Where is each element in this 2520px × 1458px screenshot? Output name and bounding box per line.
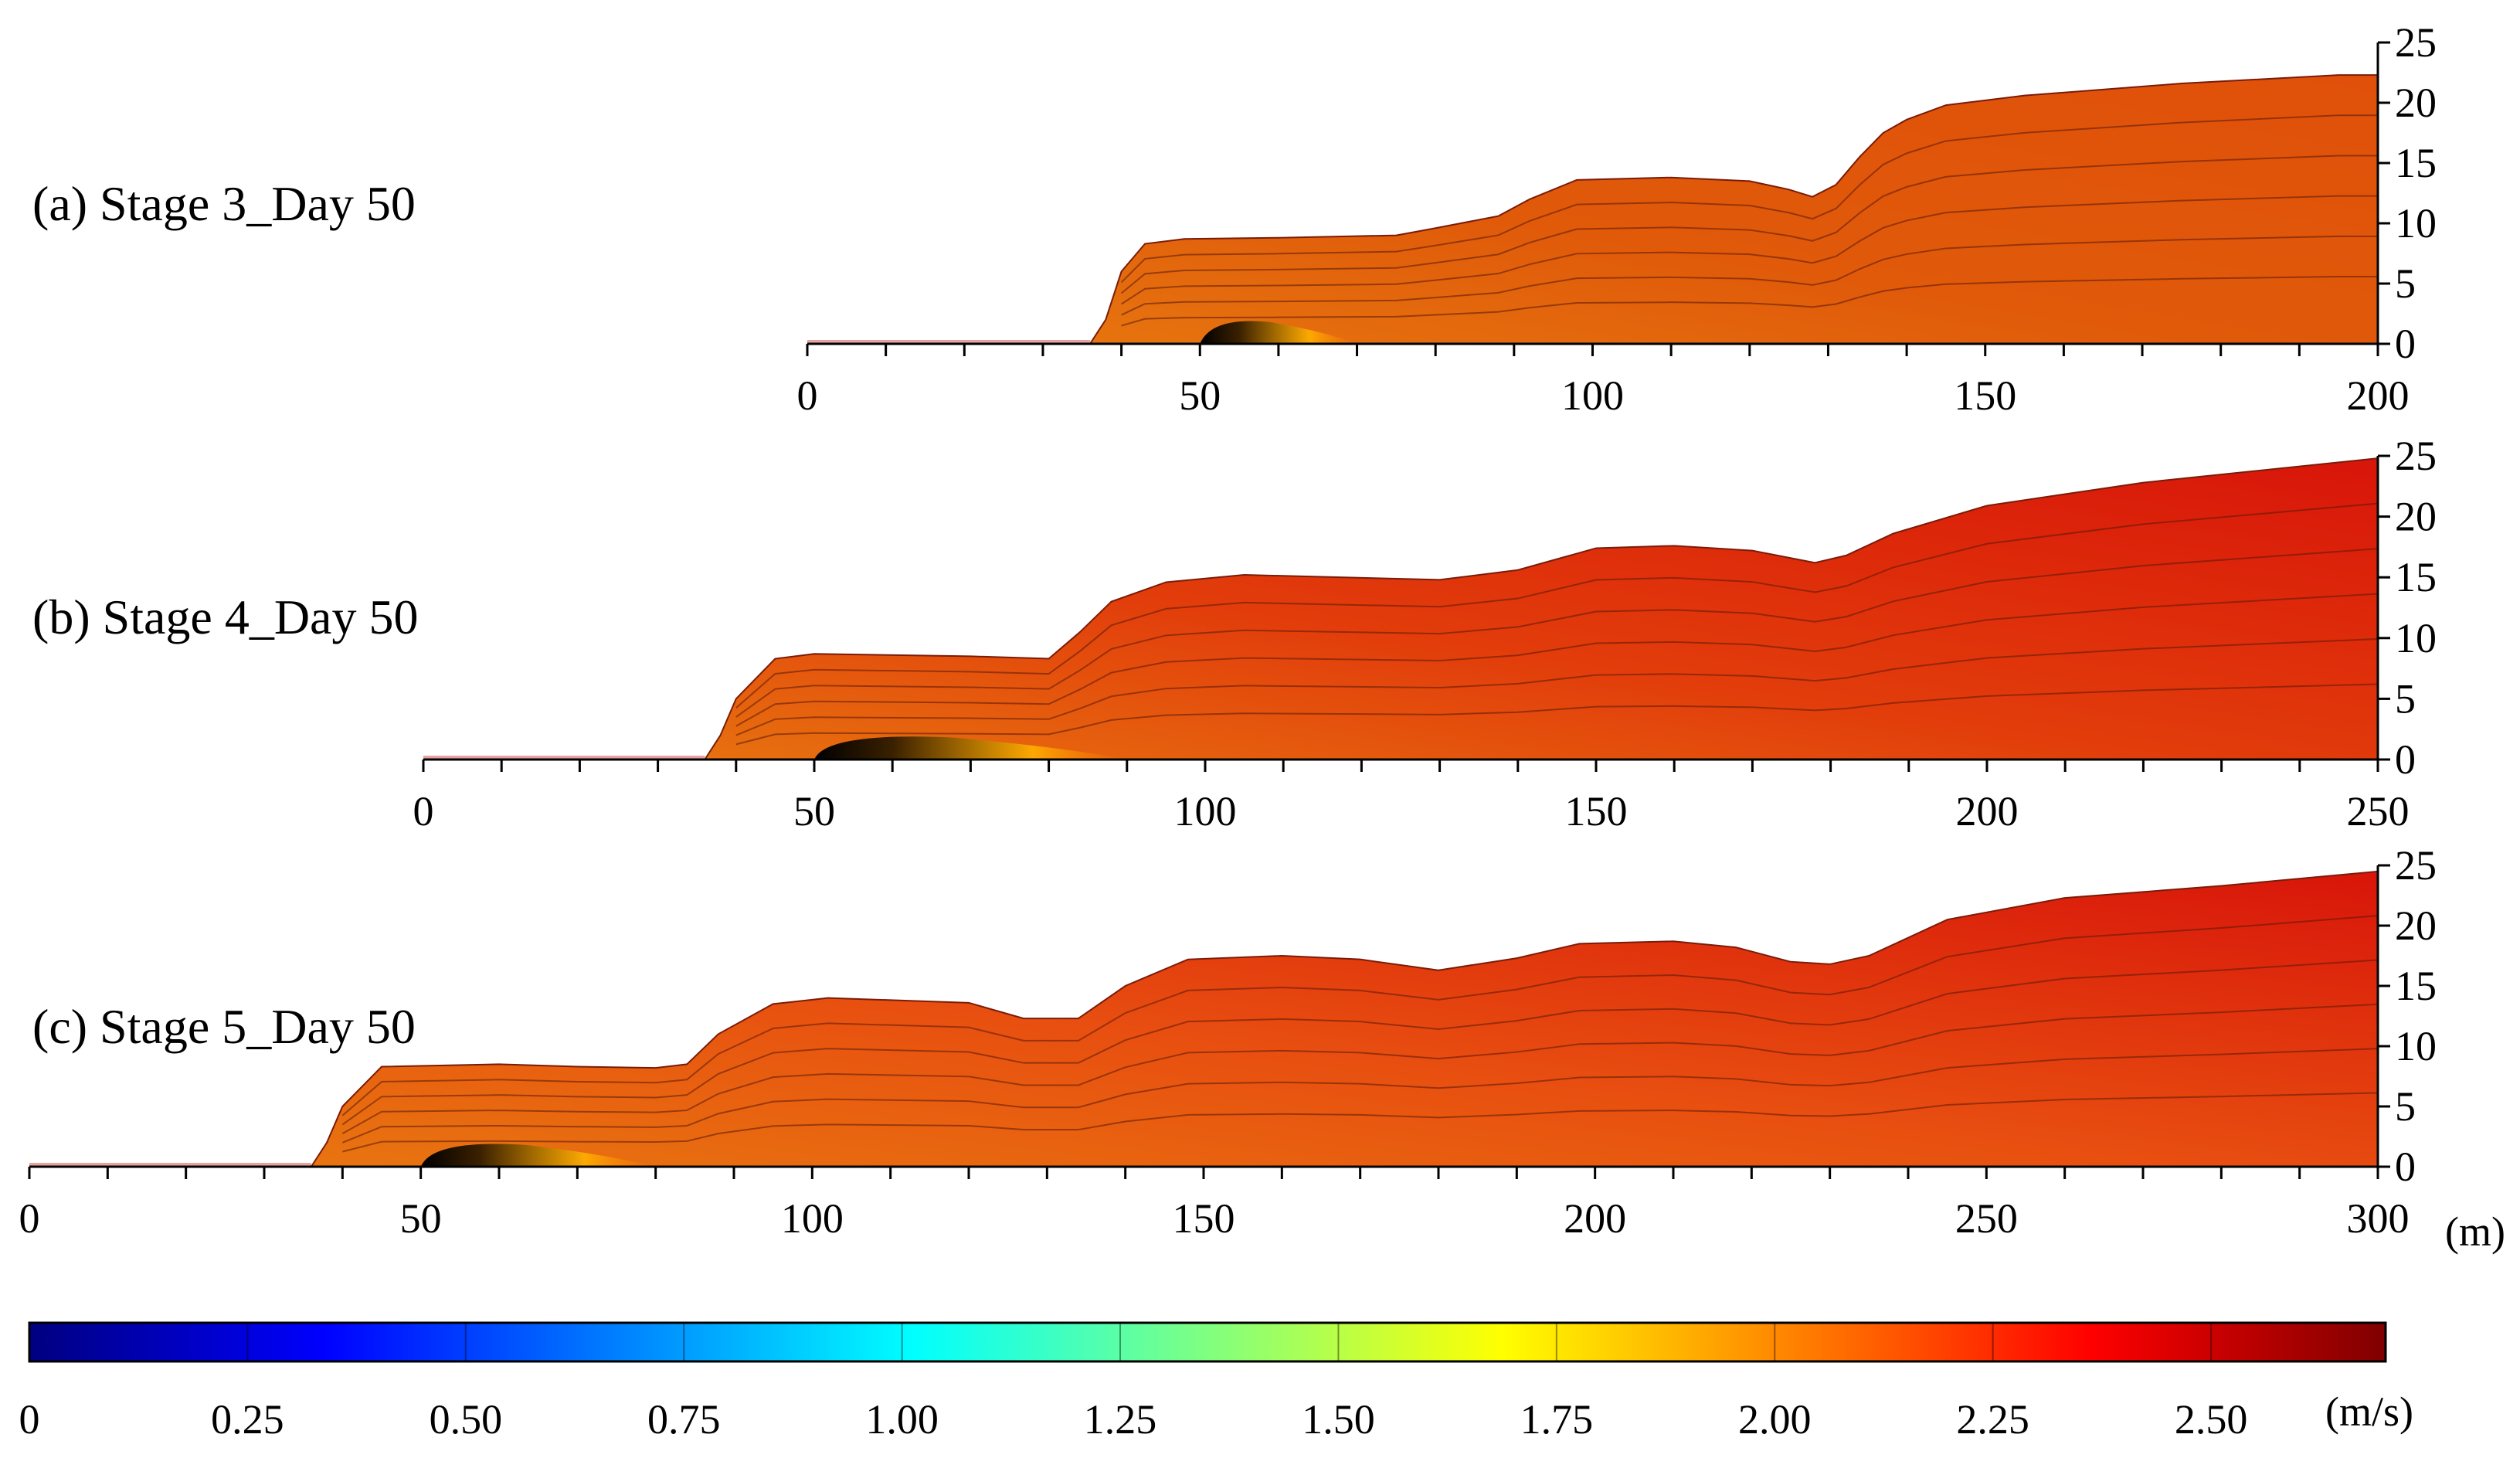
panel-c-contour-area [29, 870, 2379, 1167]
panel-a-slope-body [807, 74, 2379, 345]
y-tick-label: 20 [2395, 80, 2437, 126]
x-tick-label: 100 [1174, 788, 1237, 834]
panel-c-contour-line [341, 959, 2379, 1126]
colorbar-tick-label: 2.25 [1956, 1396, 2029, 1443]
panel-c-contour-line [341, 915, 2379, 1116]
x-tick-label: 0 [413, 788, 434, 834]
x-tick-label: 250 [1955, 1195, 2018, 1242]
colorbar: 0 0.25 0.50 0.75 1.00 1.25 1.50 1.75 2.00 2.25 2.5… [19, 1321, 2413, 1443]
y-tick-label: 5 [2395, 1083, 2416, 1130]
panel-a-y-axis: 0 5 10 15 20 25 [2376, 19, 2437, 367]
panel-a-contour-line [1121, 235, 2378, 316]
panel-b-contour-line [735, 593, 2379, 727]
x-tick-label: 100 [781, 1195, 844, 1242]
panel-a-contour-line [1120, 114, 2378, 284]
x-tick-label: 50 [793, 788, 835, 834]
panel-b-contour-line [735, 638, 2379, 736]
panel-a-contour-line [1120, 155, 2378, 294]
y-tick-label: 25 [2395, 433, 2437, 479]
y-tick-label: 10 [2395, 1023, 2437, 1069]
panel-c: (c) Stage 5_Day 50 0 50 100 150 200 250 300 0 5… [19, 842, 2505, 1255]
panel-a-contour-line [1121, 276, 2378, 327]
panel-a-low-velocity-zone [1200, 321, 1357, 344]
panel-c-contour-line [341, 1048, 2379, 1144]
colorbar-unit: (m/s) [2325, 1388, 2413, 1435]
x-tick-label: 150 [1954, 372, 2016, 419]
panel-b-contour-area [423, 457, 2379, 760]
y-tick-label: 0 [2395, 736, 2416, 783]
panel-a-contour-area [807, 74, 2379, 345]
x-tick-label: 250 [2347, 788, 2410, 834]
y-tick-label: 20 [2395, 902, 2437, 949]
panel-a-title: (a) Stage 3_Day 50 [32, 176, 416, 231]
colorbar-ticks: 0 0.25 0.50 0.75 1.00 1.25 1.50 1.75 2.00 2.25 2.5… [19, 1323, 2248, 1443]
colorbar-tick-label: 0 [19, 1396, 40, 1443]
colorbar-tick-label: 2.00 [1738, 1396, 1812, 1443]
x-tick-label: 0 [797, 372, 818, 419]
panel-b-x-axis: 0 50 100 150 200 250 [413, 758, 2410, 834]
panel-a: (a) Stage 3_Day 50 0 50 100 150 200 0 5 10 15 20… [32, 19, 2437, 419]
colorbar-bar [28, 1321, 2387, 1363]
x-tick-label: 300 [2347, 1195, 2410, 1242]
panel-b: (b) Stage 4_Day 50 0 50 100 150 200 250 0 5 10 1… [32, 433, 2437, 834]
x-tick-label: 100 [1561, 372, 1624, 419]
panel-c-slope-body [29, 870, 2379, 1167]
x-tick-label: 0 [19, 1195, 40, 1242]
panel-c-contour-line [342, 1092, 2379, 1153]
y-tick-label: 15 [2395, 140, 2437, 186]
panel-c-contour-line [341, 1003, 2379, 1134]
y-tick-label: 10 [2395, 615, 2437, 661]
colorbar-tick-label: 1.00 [865, 1396, 939, 1443]
y-tick-label: 15 [2395, 963, 2437, 1009]
panel-b-contour-line [735, 683, 2379, 746]
panel-c-x-axis: 0 50 100 150 200 250 300 [19, 1165, 2410, 1242]
y-tick-label: 20 [2395, 494, 2437, 540]
panel-c-y-axis: 0 5 10 15 20 25 [2376, 842, 2437, 1190]
x-tick-label: 150 [1173, 1195, 1235, 1242]
panel-c-title: (c) Stage 5_Day 50 [32, 999, 416, 1054]
colorbar-tick-label: 0.75 [647, 1396, 721, 1443]
y-tick-label: 0 [2395, 1144, 2416, 1190]
panel-b-slope-body [423, 457, 2379, 760]
x-unit-label: (m) [2445, 1208, 2505, 1255]
panel-b-y-axis: 0 5 10 15 20 25 [2376, 433, 2437, 783]
panel-b-title: (b) Stage 4_Day 50 [32, 590, 418, 644]
colorbar-tick-label: 1.25 [1084, 1396, 1157, 1443]
panel-a-x-axis: 0 50 100 150 200 [797, 342, 2410, 419]
panel-b-low-velocity-zone [814, 736, 1127, 760]
y-tick-label: 0 [2395, 321, 2416, 367]
y-tick-label: 5 [2395, 260, 2416, 307]
y-tick-label: 5 [2395, 675, 2416, 722]
y-tick-label: 15 [2395, 554, 2437, 600]
colorbar-tick-label: 1.75 [1520, 1396, 1594, 1443]
x-tick-label: 200 [1956, 788, 2019, 834]
x-tick-label: 200 [2347, 372, 2410, 419]
x-tick-label: 50 [400, 1195, 442, 1242]
x-tick-label: 50 [1179, 372, 1221, 419]
colorbar-tick-label: 1.50 [1302, 1396, 1375, 1443]
panel-b-contour-line [735, 548, 2379, 718]
x-tick-label: 200 [1564, 1195, 1626, 1242]
y-tick-label: 25 [2395, 842, 2437, 889]
colorbar-tick-label: 0.50 [430, 1396, 503, 1443]
y-tick-label: 10 [2395, 200, 2437, 246]
colorbar-tick-label: 2.50 [2175, 1396, 2248, 1443]
panel-c-low-velocity-zone [420, 1144, 656, 1167]
panel-a-contour-line [1121, 195, 2378, 305]
x-tick-label: 150 [1565, 788, 1628, 834]
panel-b-contour-line [735, 502, 2379, 709]
colorbar-tick-label: 0.25 [211, 1396, 284, 1443]
y-tick-label: 25 [2395, 19, 2437, 66]
